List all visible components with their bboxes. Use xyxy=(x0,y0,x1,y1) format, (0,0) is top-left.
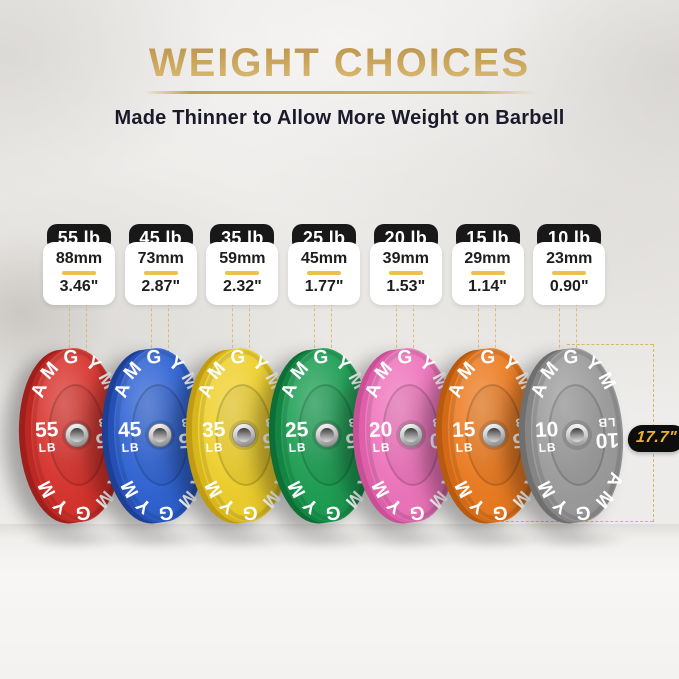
thickness-mm: 39mm xyxy=(382,250,429,267)
hub-hole xyxy=(570,428,585,442)
plate-reflection xyxy=(429,526,559,552)
leader-line xyxy=(494,303,496,353)
hub-hole xyxy=(236,428,251,442)
gold-divider-icon xyxy=(470,271,505,275)
gold-divider-icon xyxy=(388,271,423,275)
hub-hole xyxy=(403,428,418,442)
thickness-inch: 1.53" xyxy=(386,278,426,295)
svg-text:LB: LB xyxy=(38,440,57,455)
plate-blue: AMGYMAMGYM45LB45LB xyxy=(102,344,212,526)
svg-text:LB: LB xyxy=(205,440,224,455)
spec-badge-blue: 45 lb 73mm 2.87" xyxy=(124,224,197,305)
thickness-inch: 1.77" xyxy=(304,278,344,295)
leader-line xyxy=(576,303,578,353)
leader-line xyxy=(559,303,561,353)
page-subtitle: Made Thinner to Allow More Weight on Bar… xyxy=(114,107,565,129)
leader-line xyxy=(69,303,70,353)
plate-reflection xyxy=(12,526,142,552)
leader-line xyxy=(232,303,234,353)
svg-text:LB: LB xyxy=(288,440,307,455)
leader-line xyxy=(412,303,414,353)
diameter-guide-top xyxy=(567,344,653,345)
svg-text:LB: LB xyxy=(455,440,474,455)
thickness-card: 29mm 1.14" xyxy=(451,242,524,305)
thickness-mm: 23mm xyxy=(546,250,593,267)
gold-divider-icon xyxy=(307,271,342,275)
hub-hole xyxy=(153,428,168,442)
spec-badge-red: 55 lb 88mm 3.46" xyxy=(43,224,115,305)
thickness-inch: 2.32" xyxy=(223,278,262,295)
spec-badge-orange: 15 lb 29mm 1.14" xyxy=(451,224,524,305)
svg-text:55: 55 xyxy=(34,418,59,442)
hub-hole xyxy=(70,428,84,442)
thickness-inch: 1.14" xyxy=(468,278,507,295)
gold-divider-icon xyxy=(552,271,587,275)
leader-line xyxy=(331,303,333,353)
leader-line xyxy=(249,303,251,353)
spec-badge-yellow: 35 lb 59mm 2.32" xyxy=(206,224,279,305)
thickness-inch: 0.90" xyxy=(549,278,589,295)
svg-text:LB: LB xyxy=(539,440,558,455)
svg-text:15: 15 xyxy=(451,418,476,442)
thickness-card: 45mm 1.77" xyxy=(288,242,361,305)
plate-reflection xyxy=(95,526,226,552)
thickness-inch: 3.46" xyxy=(59,278,99,295)
spec-badge-pink: 20 lb 39mm 1.53" xyxy=(369,224,442,305)
svg-text:25: 25 xyxy=(285,418,310,442)
svg-text:LB: LB xyxy=(372,440,391,455)
leader-line xyxy=(477,303,479,353)
gold-divider-icon xyxy=(62,271,96,275)
hub-hole xyxy=(320,428,335,442)
leader-line xyxy=(86,303,87,353)
studio-floor xyxy=(0,524,679,679)
svg-text:20: 20 xyxy=(368,418,393,442)
header: WEIGHT CHOICES Made Thinner to Allow Mor… xyxy=(0,42,679,130)
gold-divider-icon xyxy=(143,271,178,275)
thickness-mm: 29mm xyxy=(464,250,511,267)
svg-text:10: 10 xyxy=(535,418,560,442)
spec-badge-gray: 10 lb 23mm 0.90" xyxy=(533,224,606,305)
thickness-card: 23mm 0.90" xyxy=(533,242,606,305)
gold-divider-icon xyxy=(225,271,260,275)
svg-text:45: 45 xyxy=(118,418,143,442)
svg-text:35: 35 xyxy=(201,418,226,442)
thickness-mm: 73mm xyxy=(137,250,184,267)
plate-bevel xyxy=(532,349,623,521)
spec-badge-green: 25 lb 45mm 1.77" xyxy=(288,224,361,305)
thickness-mm: 59mm xyxy=(219,250,266,267)
svg-text:LB: LB xyxy=(122,440,141,455)
thickness-inch: 2.87" xyxy=(141,278,181,295)
leader-line xyxy=(314,303,316,353)
plate-reflection xyxy=(512,526,643,552)
svg-text:LB: LB xyxy=(597,415,616,430)
thickness-mm: 45mm xyxy=(300,250,348,267)
thickness-mm: 88mm xyxy=(55,250,103,267)
leader-line xyxy=(395,303,397,353)
leader-line xyxy=(167,303,169,353)
plate-reflection xyxy=(178,526,309,552)
thickness-card: 73mm 2.87" xyxy=(124,242,197,305)
hub-hole xyxy=(487,428,501,442)
thickness-card: 88mm 3.46" xyxy=(43,242,115,305)
plate-orange: AMGYMAMGYM15LB15LB xyxy=(435,344,546,526)
thickness-card: 59mm 2.32" xyxy=(206,242,279,305)
page-title: WEIGHT CHOICES xyxy=(0,42,679,84)
svg-text:10: 10 xyxy=(595,428,620,452)
diameter-badge: 17.7" xyxy=(626,425,679,452)
plate-reflection xyxy=(345,526,476,552)
title-underline xyxy=(143,91,536,94)
plate-reflection xyxy=(262,526,393,552)
leader-line xyxy=(150,303,152,353)
thickness-card: 39mm 1.53" xyxy=(369,242,442,305)
